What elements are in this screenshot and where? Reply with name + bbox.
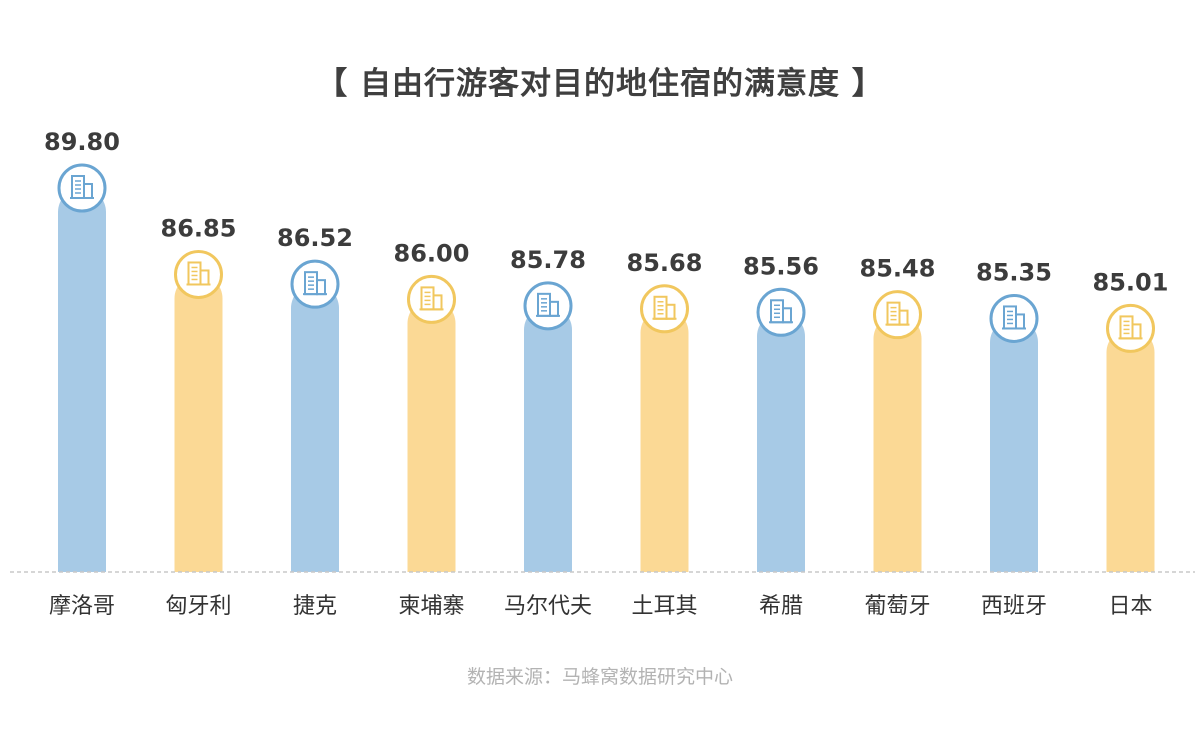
building-icon <box>174 249 223 299</box>
value-label: 85.56 <box>743 252 819 280</box>
bar-base <box>407 524 456 572</box>
bar <box>524 305 572 572</box>
bar-base <box>291 524 339 572</box>
bar <box>990 318 1038 572</box>
bar-base <box>990 524 1038 572</box>
chart-title: 【 自由行游客对目的地住宿的满意度 】 <box>316 66 884 102</box>
bar-base <box>174 524 223 572</box>
bar <box>1106 328 1155 572</box>
building-icon <box>407 274 456 324</box>
category-label: 日本 <box>1108 594 1152 619</box>
bar-base <box>757 524 805 572</box>
building-icon <box>57 163 107 213</box>
building-icon <box>873 290 922 340</box>
bar <box>640 308 689 572</box>
category-label: 希腊 <box>759 594 803 619</box>
category-label: 捷克 <box>293 594 337 619</box>
category-label: 马尔代夫 <box>504 594 592 619</box>
category-label: 匈牙利 <box>165 594 231 619</box>
bar <box>873 314 922 572</box>
building-icon <box>989 293 1039 343</box>
bar-base <box>873 524 922 572</box>
bar <box>58 188 106 572</box>
bar <box>407 299 456 572</box>
building-icon <box>523 281 573 331</box>
value-label: 85.68 <box>627 249 703 277</box>
category-label: 土耳其 <box>631 594 697 619</box>
bar-base <box>1106 524 1155 572</box>
value-label: 85.01 <box>1093 268 1169 296</box>
bar <box>291 284 339 572</box>
value-label: 89.80 <box>44 128 120 156</box>
building-icon <box>1106 303 1155 353</box>
bar-base <box>640 524 689 572</box>
value-label: 86.00 <box>394 239 470 267</box>
value-label: 86.85 <box>161 214 237 242</box>
category-label: 摩洛哥 <box>49 594 115 619</box>
value-label: 85.35 <box>976 258 1052 286</box>
building-icon <box>756 287 806 337</box>
bar-base <box>524 524 572 572</box>
category-label: 葡萄牙 <box>864 594 930 619</box>
category-label: 西班牙 <box>981 594 1047 619</box>
building-icon <box>640 284 689 334</box>
bar <box>174 274 223 572</box>
value-label: 85.78 <box>510 246 586 274</box>
bar <box>757 312 805 572</box>
value-label: 85.48 <box>860 255 936 283</box>
value-label: 86.52 <box>277 224 353 252</box>
category-label: 柬埔寨 <box>398 594 464 619</box>
bar-base <box>58 524 106 572</box>
bars-layer <box>57 163 1155 572</box>
category-labels: 89.80 摩洛哥 86.85 匈牙利 86.52 捷克 86.00 柬埔寨 85.78 马尔代夫… <box>44 128 1168 619</box>
building-icon <box>290 259 340 309</box>
source-note: 数据来源：马蜂窝数据研究中心 <box>466 666 733 688</box>
